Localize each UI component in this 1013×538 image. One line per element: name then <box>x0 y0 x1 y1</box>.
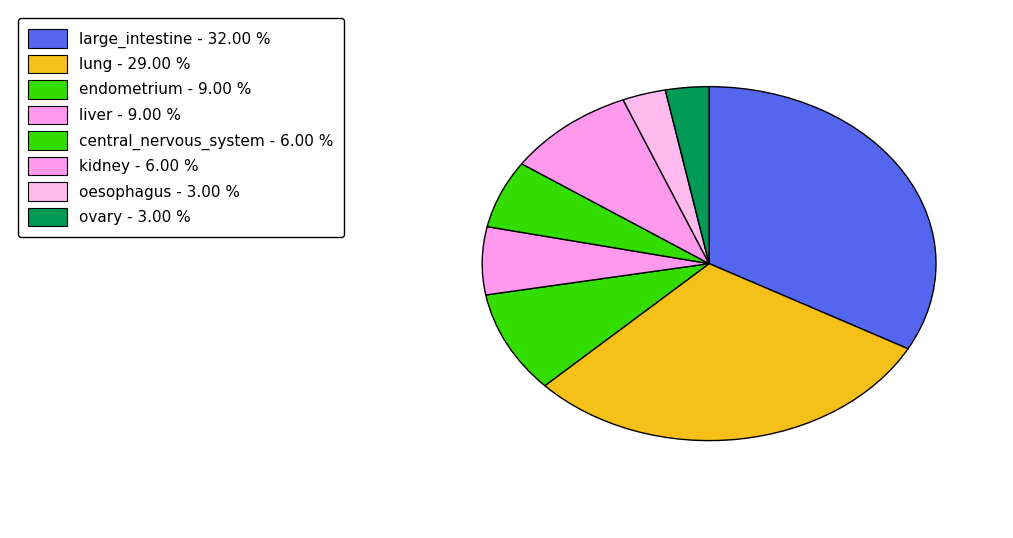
Wedge shape <box>486 264 709 386</box>
Wedge shape <box>487 164 709 264</box>
Wedge shape <box>522 100 709 264</box>
Wedge shape <box>709 87 936 349</box>
Wedge shape <box>482 226 709 295</box>
Wedge shape <box>545 264 908 441</box>
Wedge shape <box>666 87 709 264</box>
Wedge shape <box>623 90 709 264</box>
Legend: large_intestine - 32.00 %, lung - 29.00 %, endometrium - 9.00 %, liver - 9.00 %,: large_intestine - 32.00 %, lung - 29.00 … <box>18 18 344 237</box>
